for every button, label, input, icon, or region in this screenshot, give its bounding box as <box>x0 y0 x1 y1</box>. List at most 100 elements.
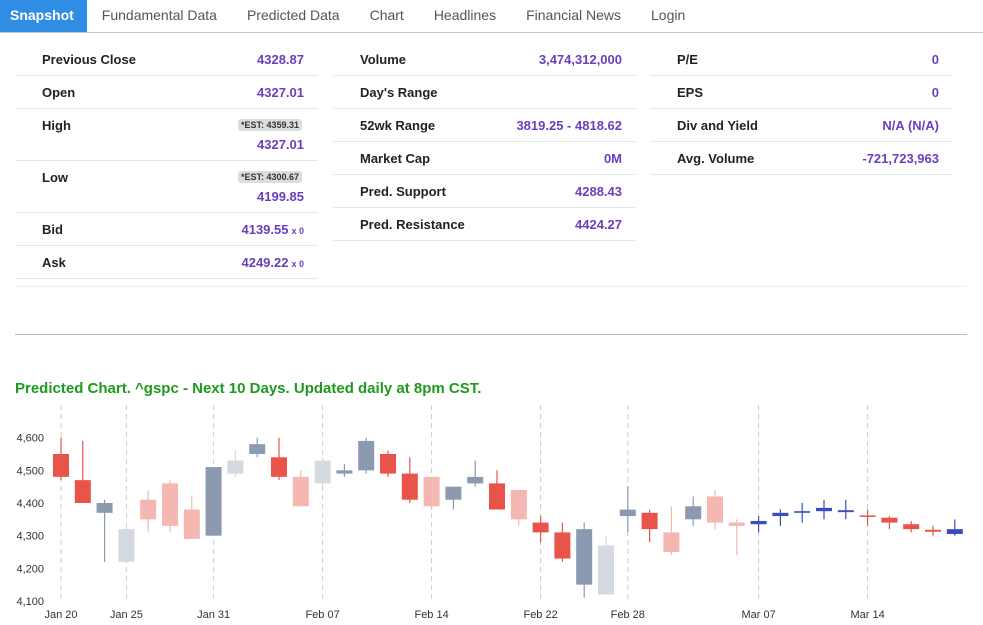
divider <box>15 334 967 335</box>
candle-body <box>162 483 178 526</box>
nav-tab[interactable]: Headlines <box>433 7 497 23</box>
stats-row: Ask 4249.22 x 0 <box>15 246 318 279</box>
stats-row: Volume 3,474,312,000 <box>333 43 636 76</box>
divider <box>15 286 967 287</box>
stats-row: Avg. Volume -721,723,963 <box>650 142 953 175</box>
nav-tab[interactable]: Chart <box>369 7 404 23</box>
nav-tab[interactable]: Predicted Data <box>246 7 340 23</box>
stat-label: EPS <box>677 85 704 100</box>
stat-size: x 0 <box>291 226 304 236</box>
chart-title: Predicted Chart. ^gspc - Next 10 Days. U… <box>15 380 482 397</box>
stat-label: Pred. Support <box>360 184 446 199</box>
stats-row: 52wk Range 3819.25 - 4818.62 <box>333 109 636 142</box>
stats-row: Pred. Support 4288.43 <box>333 175 636 208</box>
candle-body <box>74 480 91 503</box>
candle-body <box>467 476 484 484</box>
candle-body <box>598 545 614 595</box>
candle-body <box>380 454 396 474</box>
candle-body <box>554 532 571 559</box>
stat-value: 4327.01 <box>257 137 304 152</box>
candle-body <box>576 529 593 585</box>
stats-row: Div and Yield N/A (N/A) <box>650 109 953 142</box>
stat-value: 0 <box>931 52 939 67</box>
stat-label: Low <box>42 170 68 185</box>
candle-body <box>314 460 331 484</box>
x-tick-label: Jan 25 <box>110 609 143 621</box>
stat-value: 4199.85 <box>257 189 304 204</box>
stat-value: 4249.22 x 0 <box>241 255 304 270</box>
stats-row: Previous Close 4328.87 <box>15 43 318 76</box>
candle-body <box>358 440 375 471</box>
stats-row: High *EST: 4359.31 4327.01 <box>15 109 318 161</box>
candle-body <box>510 489 527 520</box>
candle-body <box>881 517 898 523</box>
candle-body <box>816 507 832 512</box>
x-tick-label: Feb 28 <box>611 609 645 621</box>
candle-body <box>96 503 113 513</box>
x-tick-label: Feb 07 <box>305 609 339 621</box>
candle-body <box>619 509 636 517</box>
stats-row: P/E 0 <box>650 43 953 76</box>
stats-row: Pred. Resistance 4424.27 <box>333 208 636 241</box>
candle-body <box>903 524 920 530</box>
candle-body <box>401 473 418 500</box>
candle-body <box>946 529 963 535</box>
candle-body <box>271 457 287 477</box>
candle-body <box>423 476 440 507</box>
candle-body <box>728 522 745 526</box>
candle-body <box>336 470 353 474</box>
stat-label: Day's Range <box>360 85 438 100</box>
candle-body <box>925 529 941 532</box>
stat-label: Pred. Resistance <box>360 217 465 232</box>
stat-label: P/E <box>677 52 698 67</box>
estimate-badge: *EST: 4300.67 <box>237 171 302 183</box>
stats-column: Previous Close 4328.87 Open 4327.01 High *EST… <box>15 43 318 279</box>
candle-body <box>685 506 702 520</box>
stats-column: Volume 3,474,312,000 Day's Range 52wk Range… <box>333 43 636 241</box>
candle-body <box>532 522 549 533</box>
stat-value: 4328.87 <box>257 52 304 67</box>
candle-body <box>663 532 680 552</box>
stat-value: 3819.25 - 4818.62 <box>516 118 622 133</box>
stats-column: P/E 0 EPS 0 Div and Yield N/A (N/A) Avg. Volum… <box>650 43 953 175</box>
candle-body <box>292 476 309 507</box>
x-tick-label: Jan 20 <box>44 609 77 621</box>
stat-size: x 0 <box>291 259 304 269</box>
stats-row: Day's Range <box>333 76 636 109</box>
candle-body <box>837 510 854 513</box>
stat-value: 3,474,312,000 <box>538 52 622 67</box>
stat-label: Bid <box>42 222 63 237</box>
stat-value: N/A (N/A) <box>882 118 939 133</box>
stats-row: Low *EST: 4300.67 4199.85 <box>15 161 318 213</box>
candle-body <box>859 515 876 517</box>
x-tick-label: Feb 22 <box>523 609 557 621</box>
stat-label: Market Cap <box>360 151 431 166</box>
stat-value: 4424.27 <box>575 217 622 232</box>
nav-tab[interactable]: Login <box>651 7 686 23</box>
stats-row: Bid 4139.55 x 0 <box>15 213 318 246</box>
x-tick-label: Mar 14 <box>850 609 884 621</box>
stat-label: Open <box>42 85 76 100</box>
candle-body <box>227 460 244 474</box>
nav-tab[interactable]: Fundamental Data <box>101 7 217 23</box>
candle-body <box>249 444 266 454</box>
candle-body <box>489 483 505 510</box>
stat-value: 4139.55 x 0 <box>241 222 304 237</box>
tab-bar: Snapshot Fundamental Data Predicted Data Ch… <box>0 0 983 33</box>
x-tick-label: Feb 14 <box>414 609 448 621</box>
candle-body <box>140 499 157 520</box>
stats-row: Market Cap 0M <box>333 142 636 175</box>
candle-body <box>772 512 789 517</box>
stats-row: Open 4327.01 <box>15 76 318 109</box>
stat-label: Avg. Volume <box>677 151 755 166</box>
y-tick-label: 4,300 <box>16 531 44 543</box>
nav-tab[interactable]: Financial News <box>526 7 622 23</box>
candle-body <box>183 509 200 539</box>
y-tick-label: 4,500 <box>16 465 44 477</box>
stat-value: 4327.01 <box>257 85 304 100</box>
stat-label: High <box>42 118 71 133</box>
nav-tab[interactable]: Snapshot <box>0 0 87 32</box>
stat-label: 52wk Range <box>360 118 436 133</box>
